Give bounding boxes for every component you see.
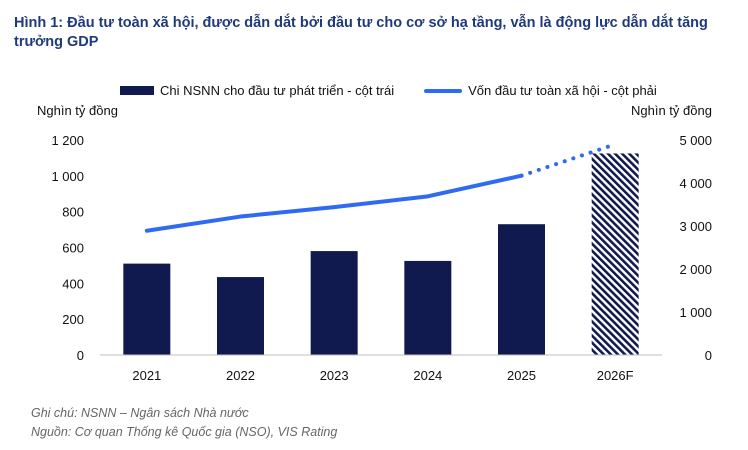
x-tick-label: 2024 <box>413 368 442 383</box>
y-left-tick-label: 800 <box>62 205 84 220</box>
chart-title: Hình 1: Đầu tư toàn xã hội, được dẫn dắt… <box>14 15 708 50</box>
y-left-tick-label: 1 200 <box>51 133 84 148</box>
y-right-tick-label: 3 000 <box>679 219 712 234</box>
legend-line-swatch <box>424 88 463 93</box>
y-left-tick-label: 200 <box>62 312 84 327</box>
right-axis-unit: Nghìn tỷ đồng <box>631 103 712 118</box>
x-tick-label: 2023 <box>320 368 349 383</box>
y-right-tick-label: 1 000 <box>679 305 712 320</box>
bar <box>404 260 452 355</box>
bar <box>123 263 171 355</box>
y-right-tick-label: 2 000 <box>679 262 712 277</box>
y-left-tick-label: 0 <box>77 348 84 363</box>
bar-forecast <box>591 153 639 355</box>
footnote: Ghi chú: NSNN – Ngân sách Nhà nước <box>31 406 249 420</box>
x-tick-label: 2025 <box>507 368 536 383</box>
y-left-tick-label: 400 <box>62 276 84 291</box>
chart-area: 0 200 400 600 800 1 000 1 200 0 1 000 2 000 3 000 4… <box>51 133 712 383</box>
legend-item-line: Vốn đầu tư toàn xã hội - cột phải <box>424 83 657 98</box>
bar <box>217 277 264 355</box>
y-left-tick-label: 1 000 <box>51 169 84 184</box>
legend: Chi NSNN cho đầu tư phát triển - cột trá… <box>120 83 657 98</box>
source-note: Nguồn: Cơ quan Thống kê Quốc gia (NSO), … <box>31 425 338 439</box>
y-right-tick-label: 4 000 <box>679 176 712 191</box>
y-right-tick-label: 0 <box>705 348 712 363</box>
y-right-tick-label: 5 000 <box>679 133 712 148</box>
y-left-tick-label: 600 <box>62 241 84 256</box>
legend-item-bar: Chi NSNN cho đầu tư phát triển - cột trá… <box>120 83 394 98</box>
legend-bar-label: Chi NSNN cho đầu tư phát triển - cột trá… <box>160 83 395 98</box>
x-tick-label: 2026F <box>597 368 634 383</box>
left-axis-unit: Nghìn tỷ đồng <box>37 103 118 118</box>
bar <box>498 224 545 355</box>
x-tick-label: 2022 <box>226 368 255 383</box>
line-series-actual <box>144 173 524 233</box>
legend-bar-swatch <box>120 86 154 95</box>
legend-line-label: Vốn đầu tư toàn xã hội - cột phải <box>468 83 657 98</box>
line-series-forecast <box>519 142 618 178</box>
x-tick-label: 2021 <box>132 368 161 383</box>
bar <box>310 251 358 355</box>
